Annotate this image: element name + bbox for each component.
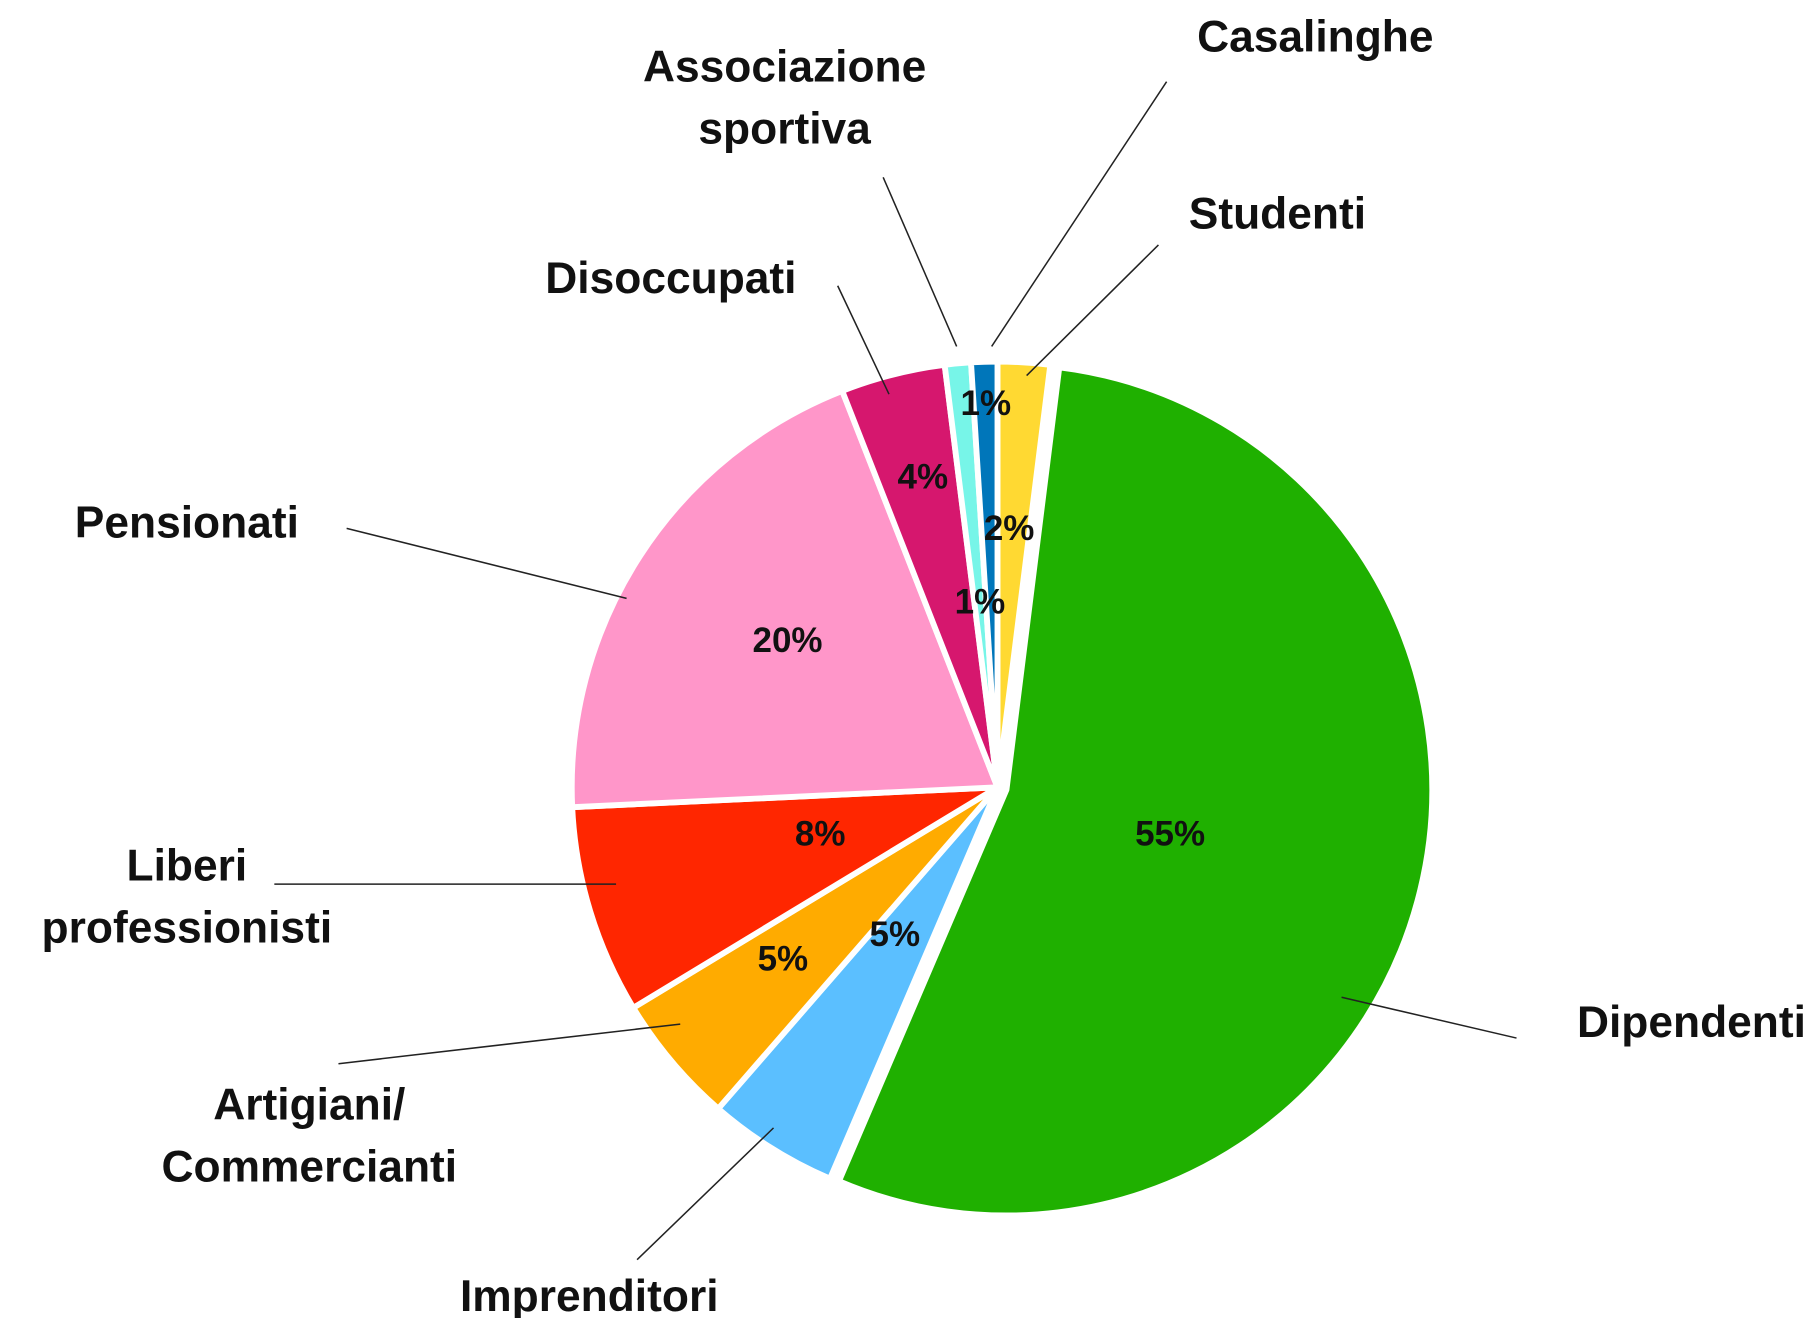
category-label: Artigiani/ Commercianti [161, 1081, 458, 1193]
category-label: Disoccupati [545, 254, 797, 304]
category-label: Imprenditori [459, 1272, 719, 1318]
category-label-box: Associazione sportiva [642, 42, 927, 154]
category-label-box: Dipendenti [1576, 998, 1806, 1048]
leader-line [991, 81, 1168, 347]
data-label: 5% [758, 939, 809, 978]
pie-slice [968, 358, 1001, 791]
category-label-box: Artigiani/ Commercianti [161, 1081, 458, 1193]
leader-line [836, 285, 890, 395]
category-label: Liberi professionisti [41, 841, 333, 953]
pie-slice [568, 387, 1001, 811]
leader-line [636, 1127, 775, 1261]
pie-slice [836, 364, 1436, 1219]
data-label: 55% [1135, 815, 1205, 854]
data-label: 1% [955, 582, 1006, 621]
category-label-box: Disoccupati [545, 254, 797, 304]
data-label: 20% [753, 621, 823, 660]
data-label: 8% [795, 815, 846, 854]
category-label: Casalinghe [1197, 12, 1434, 62]
leader-line [882, 176, 958, 347]
category-label-box: Imprenditori [459, 1272, 719, 1318]
category-label-box: Casalinghe [1197, 12, 1434, 62]
leader-line [1026, 244, 1159, 377]
category-label-box: Liberi professionisti [41, 841, 333, 953]
leader-line [338, 1023, 681, 1065]
data-label: 1% [961, 384, 1012, 423]
category-label: Associazione sportiva [642, 42, 927, 154]
category-label: Studenti [1188, 190, 1367, 240]
category-label: Dipendenti [1576, 998, 1806, 1048]
data-label: 5% [870, 915, 921, 954]
data-label: 2% [984, 509, 1035, 548]
leader-line [1341, 996, 1517, 1039]
category-label: Pensionati [74, 499, 299, 549]
pie-slice [569, 784, 1001, 1011]
data-label: 4% [898, 458, 949, 497]
leader-line [346, 527, 627, 600]
category-label-box: Pensionati [74, 499, 299, 549]
category-label-box: Studenti [1188, 190, 1367, 240]
